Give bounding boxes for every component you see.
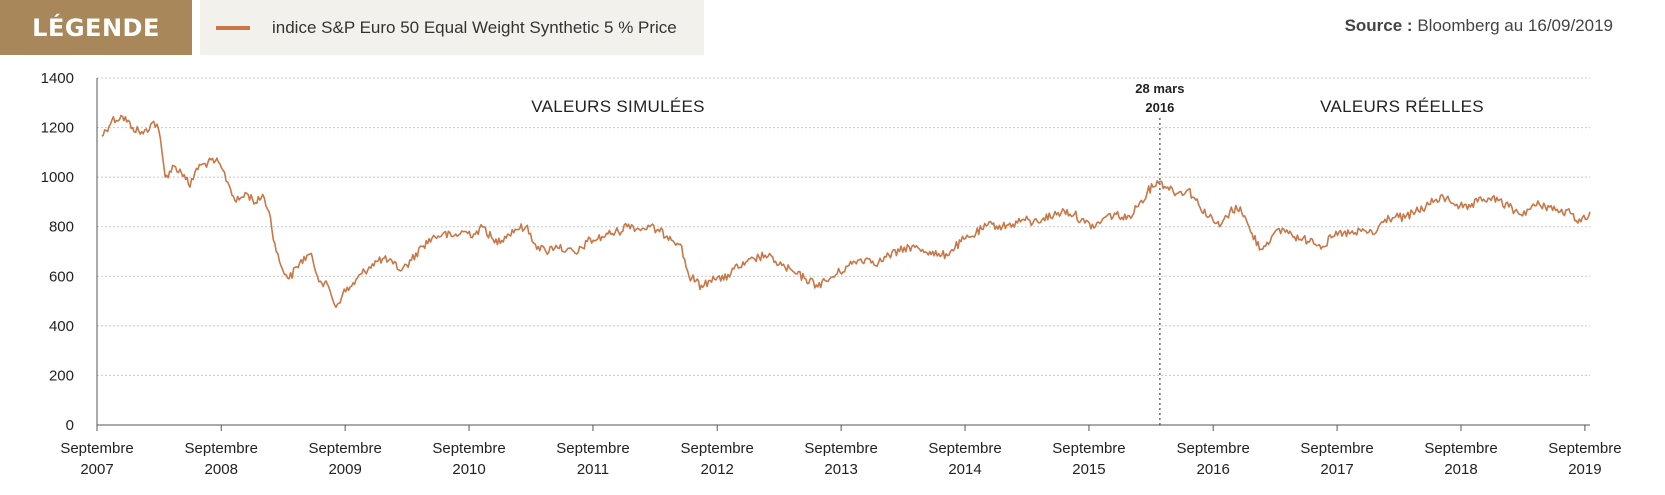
marker-label-date: 28 mars [1135, 81, 1184, 96]
x-tick-label: Septembre 2016 [1176, 440, 1249, 478]
x-tick-label: Septembre 2017 [1300, 440, 1373, 478]
annotations: 28 mars 2016 VALEURS SIMULÉES VALEURS RÉELL… [531, 81, 1484, 425]
x-tick-label: Septembre 2008 [185, 440, 258, 478]
x-tick-label: Septembre 2011 [556, 440, 629, 478]
series-line-0 [101, 114, 1591, 309]
x-tick-label: Septembre 2014 [928, 440, 1001, 478]
x-tick-label: Septembre 2007 [60, 440, 133, 478]
x-tick-label: Septembre 2018 [1424, 440, 1497, 478]
y-tick-label: 0 [66, 417, 74, 434]
annotation-simulated: VALEURS SIMULÉES [531, 97, 705, 116]
source-note: Source : Bloomberg au 16/09/2019 [1345, 16, 1613, 36]
x-tick-label: Septembre 2013 [804, 440, 877, 478]
y-tick-label: 600 [49, 268, 74, 285]
legend-box: indice S&P Euro 50 Equal Weight Syntheti… [200, 0, 704, 55]
y-tick-label: 400 [49, 318, 74, 335]
legend-series-label: indice S&P Euro 50 Equal Weight Syntheti… [272, 17, 677, 37]
y-tick-label: 1400 [41, 70, 74, 87]
x-tick-label: Septembre 2012 [681, 440, 754, 478]
y-tick-label: 800 [49, 219, 74, 236]
y-tick-label: 1200 [41, 120, 74, 137]
x-tick-label: Septembre 2015 [1052, 440, 1125, 478]
x-tick-label: Septembre 2019 [1548, 440, 1621, 478]
y-tick-label: 1000 [41, 169, 74, 186]
x-axis: Septembre 2007 Septembre 2008 Septembre 2009 S… [60, 424, 1622, 478]
source-text: Bloomberg au 16/09/2019 [1417, 16, 1613, 35]
x-tick-label: Septembre 2010 [432, 440, 505, 478]
annotation-real: VALEURS RÉELLES [1320, 97, 1484, 116]
marker-label-year: 2016 [1145, 100, 1174, 115]
source-prefix: Source : [1344, 16, 1413, 35]
y-axis: 0 200 400 600 800 1000 1200 1400 [41, 70, 98, 434]
series-layer [101, 114, 1591, 309]
legend-title: LÉGENDE [0, 0, 192, 55]
x-tick-label: Septembre 2009 [308, 440, 381, 478]
legend-line-swatch [216, 25, 250, 30]
gridlines [97, 77, 1590, 376]
y-tick-label: 200 [49, 367, 74, 384]
